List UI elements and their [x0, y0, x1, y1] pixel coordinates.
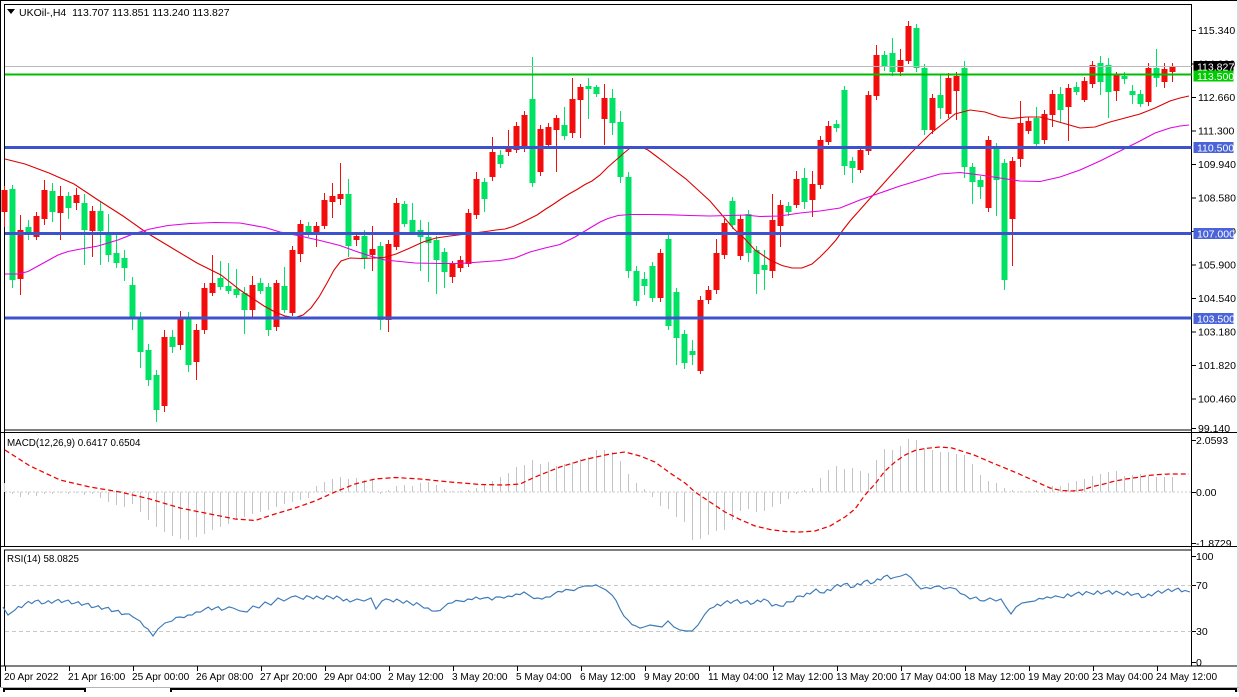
svg-text:112.660: 112.660 [1198, 92, 1235, 104]
svg-text:107.000: 107.000 [1197, 229, 1235, 241]
svg-text:-1.8729: -1.8729 [1196, 538, 1232, 550]
svg-text:21 Apr 16:00: 21 Apr 16:00 [68, 672, 126, 683]
svg-text:27 Apr 20:00: 27 Apr 20:00 [260, 672, 318, 683]
svg-text:104.540: 104.540 [1198, 293, 1236, 305]
svg-text:110.500: 110.500 [1197, 143, 1234, 155]
svg-text:2 May 12:00: 2 May 12:00 [388, 672, 444, 683]
svg-text:113.500: 113.500 [1197, 71, 1234, 83]
svg-text:100.460: 100.460 [1198, 394, 1236, 406]
svg-text:RSI(14) 58.0825: RSI(14) 58.0825 [7, 554, 79, 565]
svg-text:108.580: 108.580 [1198, 193, 1236, 205]
svg-text:6 May 12:00: 6 May 12:00 [580, 672, 636, 683]
svg-text:3 May 20:00: 3 May 20:00 [452, 672, 508, 683]
svg-text:111.300: 111.300 [1198, 126, 1235, 138]
svg-text:29 Apr 04:00: 29 Apr 04:00 [324, 672, 382, 683]
svg-text:103.500: 103.500 [1197, 314, 1235, 326]
svg-text:20 Apr 2022: 20 Apr 2022 [4, 672, 59, 683]
svg-text:99.140: 99.140 [1198, 423, 1230, 435]
svg-text:17 May 04:00: 17 May 04:00 [900, 672, 962, 683]
svg-text:13 May 20:00: 13 May 20:00 [836, 672, 898, 683]
svg-text:23 May 04:00: 23 May 04:00 [1092, 672, 1154, 683]
svg-text:26 Apr 08:00: 26 Apr 08:00 [196, 672, 254, 683]
svg-text:105.900: 105.900 [1198, 260, 1236, 272]
svg-text:103.180: 103.180 [1198, 327, 1236, 339]
svg-text:115.340: 115.340 [1198, 25, 1235, 37]
svg-text:18 May 12:00: 18 May 12:00 [964, 672, 1026, 683]
svg-text:9 May 20:00: 9 May 20:00 [644, 672, 700, 683]
svg-text:MACD(12,26,9) 0.6417 0.6504: MACD(12,26,9) 0.6417 0.6504 [7, 438, 141, 449]
svg-text:0: 0 [1196, 657, 1202, 669]
svg-text:24 May 12:00: 24 May 12:00 [1156, 672, 1218, 683]
svg-text:100: 100 [1196, 551, 1214, 563]
svg-text:0.00: 0.00 [1196, 487, 1217, 499]
svg-text:109.940: 109.940 [1198, 159, 1236, 171]
svg-text:11 May 04:00: 11 May 04:00 [708, 672, 769, 683]
svg-text:30: 30 [1196, 626, 1208, 638]
svg-text:UKOil-,H4 113.707 113.851 113: UKOil-,H4 113.707 113.851 113.240 113.82… [19, 7, 230, 19]
svg-text:25 Apr 00:00: 25 Apr 00:00 [132, 672, 190, 683]
svg-text:5 May 04:00: 5 May 04:00 [516, 672, 572, 683]
svg-text:70: 70 [1196, 580, 1208, 592]
svg-text:12 May 12:00: 12 May 12:00 [772, 672, 834, 683]
svg-text:2.0593: 2.0593 [1196, 435, 1228, 447]
svg-text:19 May 20:00: 19 May 20:00 [1028, 672, 1090, 683]
svg-text:101.820: 101.820 [1198, 360, 1236, 372]
